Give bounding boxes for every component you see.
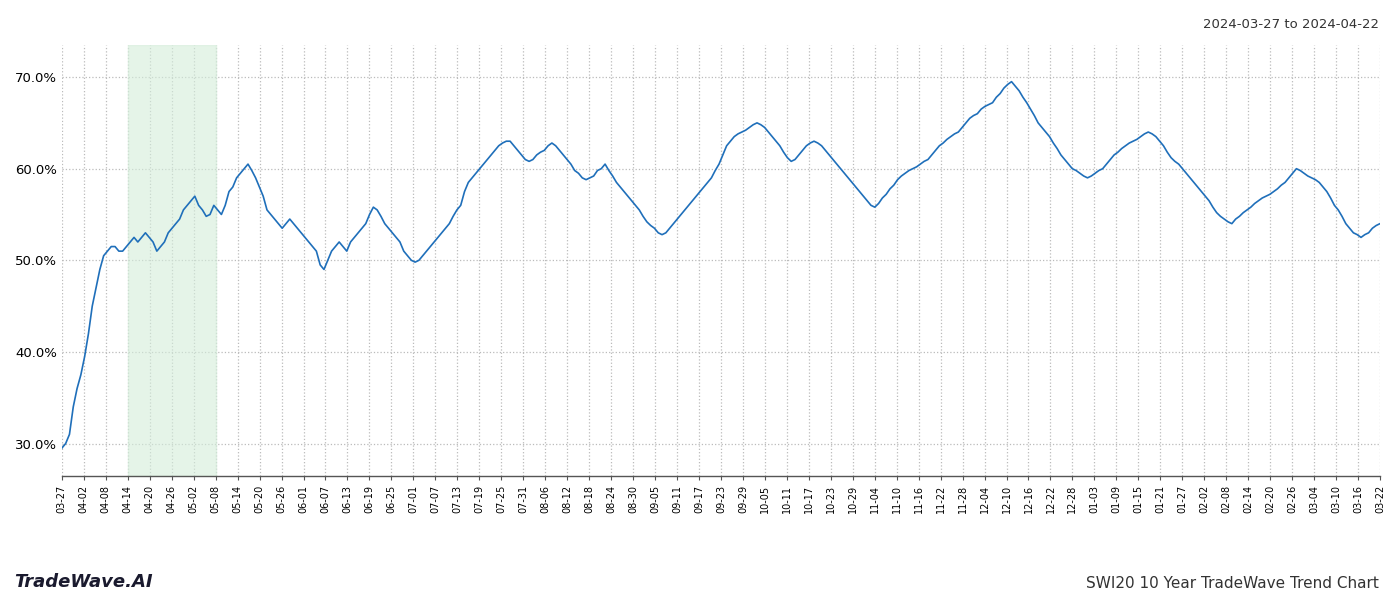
Text: 2024-03-27 to 2024-04-22: 2024-03-27 to 2024-04-22 (1203, 18, 1379, 31)
Bar (127, 45, 216, 476)
Text: TradeWave.AI: TradeWave.AI (14, 573, 153, 591)
Text: SWI20 10 Year TradeWave Trend Chart: SWI20 10 Year TradeWave Trend Chart (1086, 576, 1379, 591)
